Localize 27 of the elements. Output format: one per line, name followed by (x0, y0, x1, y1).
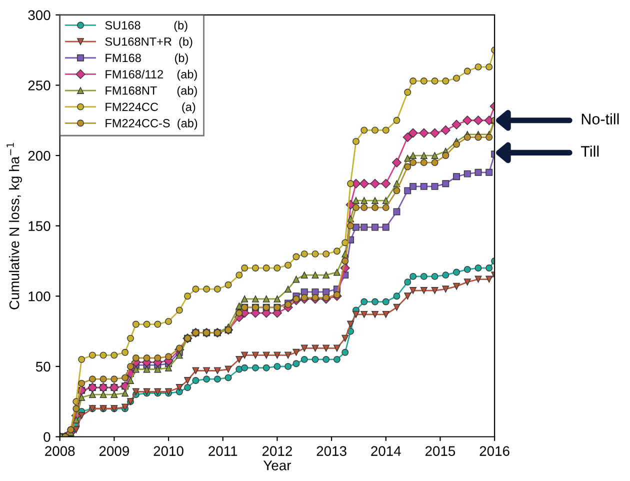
legend-label: FM168 (b) (106, 53, 188, 64)
legend-label: SU168 (b) (105, 20, 188, 32)
y-tick-label: 100 (28, 291, 50, 302)
x-tick-label: 2010 (154, 446, 184, 456)
x-tick-label: 2013 (316, 446, 346, 456)
y-tick-label: 150 (28, 221, 50, 231)
x-tick-label: 2016 (480, 446, 510, 456)
legend-label: SU168NT+R (b) (105, 37, 192, 48)
y-tick-label: 200 (28, 150, 50, 161)
annotation: No-till (582, 113, 619, 124)
legend-label: FM224CC-S (ab) (106, 118, 198, 130)
y-tick-label: 0 (44, 432, 50, 442)
y-tick-label: 250 (28, 80, 50, 90)
legend-label: FM168/112 (ab) (106, 70, 197, 81)
x-tick-label: 2009 (99, 446, 129, 456)
legend-label: FM168NT (ab) (106, 86, 197, 98)
y-axis-title: Cumulative N loss, kg ha$^{−1}$ (6, 142, 22, 310)
y-tick-label: 50 (36, 362, 50, 372)
annotation: Till (581, 146, 599, 157)
x-axis-title: Year (263, 460, 292, 470)
x-tick-label: 2011 (208, 446, 238, 456)
x-tick-label: 2015 (425, 446, 456, 456)
x-tick-label: 2008 (45, 446, 75, 456)
x-tick-label: 2014 (371, 446, 401, 456)
legend-label: FM224CC (a) (106, 102, 196, 114)
y-tick-label: 300 (28, 10, 50, 20)
x-tick-label: 2012 (262, 446, 292, 456)
